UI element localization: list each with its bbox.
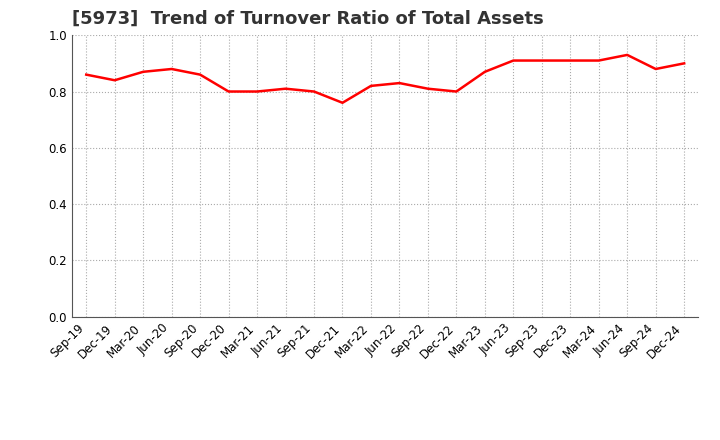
Text: [5973]  Trend of Turnover Ratio of Total Assets: [5973] Trend of Turnover Ratio of Total … xyxy=(72,10,544,28)
